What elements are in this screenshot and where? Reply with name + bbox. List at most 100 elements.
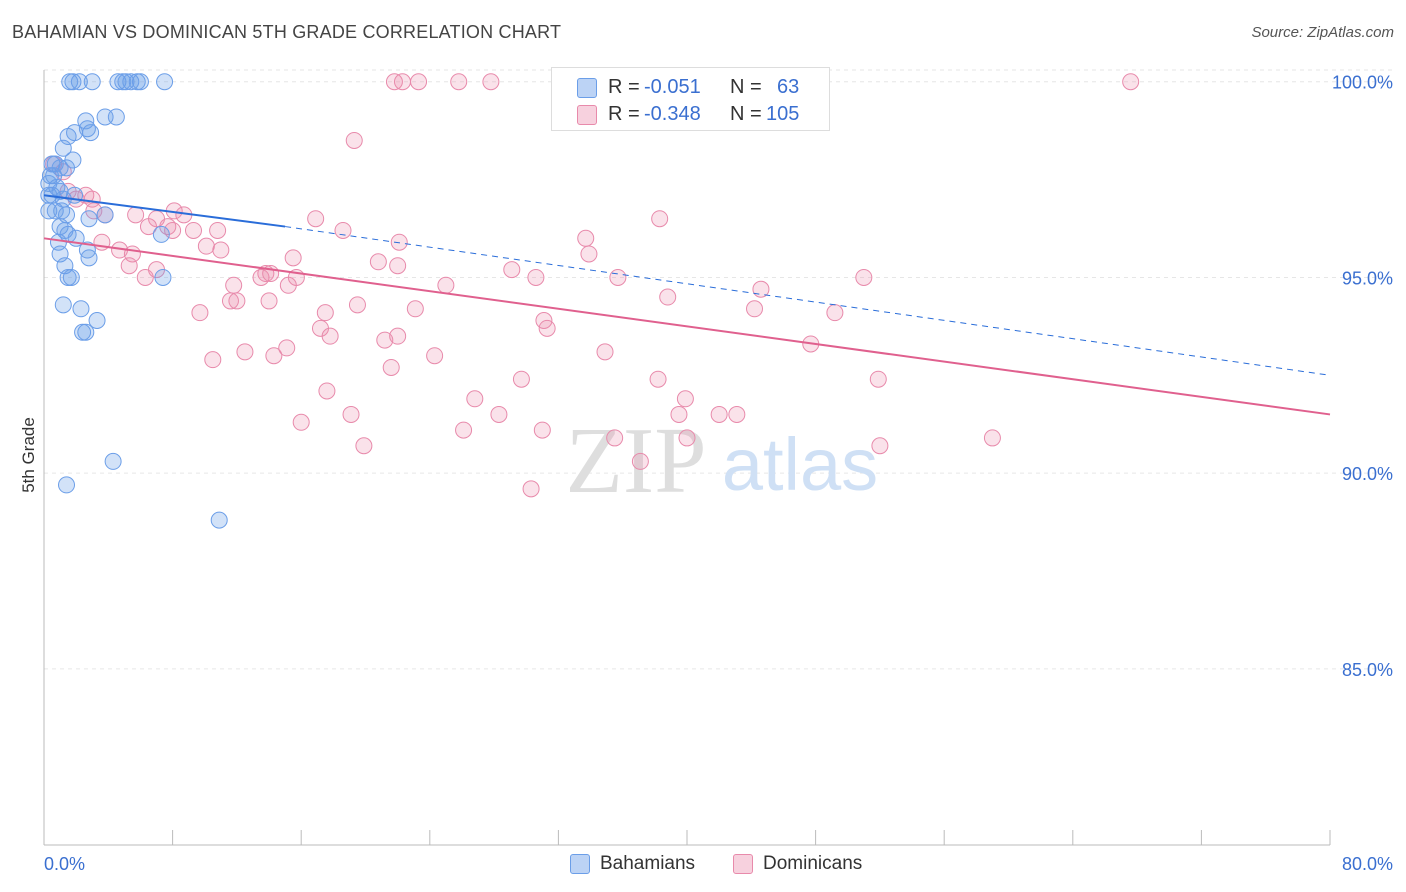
- dominicans-point: [393, 73, 411, 91]
- dominicans-point: [871, 437, 889, 455]
- bahamians-point: [54, 296, 72, 314]
- dominicans-point: [466, 390, 484, 408]
- legend-swatch-blue: [577, 78, 597, 98]
- dominicans-point: [334, 221, 352, 239]
- dominicans-point: [345, 131, 363, 149]
- bottom-legend-swatch-pink: [733, 854, 753, 874]
- y-tick-label: 85.0%: [1342, 660, 1393, 680]
- bahamians-point: [70, 73, 88, 91]
- bahamians-point: [77, 323, 95, 341]
- dominicans-point: [316, 304, 334, 322]
- dominicans-point: [164, 221, 182, 239]
- bahamians-point: [80, 210, 98, 228]
- zipatlas-watermark: ZIP atlas: [566, 409, 879, 513]
- dominicans-point: [533, 421, 551, 439]
- dominicans-point: [209, 221, 227, 239]
- dominicans-point: [348, 296, 366, 314]
- dominicans-point: [212, 241, 230, 259]
- dominicans-point: [676, 390, 694, 408]
- legend-n-label: N =: [730, 103, 762, 125]
- dominicans-point: [490, 405, 508, 423]
- dominicans-point: [606, 429, 624, 447]
- dominicans-point: [265, 347, 283, 365]
- dominicans-point: [389, 257, 407, 275]
- dominicans-point: [260, 292, 278, 310]
- legend-n-value: 63: [777, 76, 800, 98]
- correlation-legend: R = -0.051 N = 63 R = -0.348 N = 105: [551, 67, 830, 131]
- dominicans-point: [503, 261, 521, 279]
- dominicans-point: [278, 339, 296, 357]
- dominicans-point: [869, 370, 887, 388]
- bahamians-point: [88, 312, 106, 330]
- dominicans-point: [710, 405, 728, 423]
- dominicans-point: [318, 382, 336, 400]
- y-tick-label: 100.0%: [1332, 73, 1393, 93]
- dominicans-point: [376, 331, 394, 349]
- watermark-atlas: atlas: [722, 423, 878, 506]
- dominicans-point: [236, 343, 254, 361]
- bahamians-point: [104, 452, 122, 470]
- dominicans-point: [292, 413, 310, 431]
- legend-row-dominicans: R = -0.348 N = 105: [552, 99, 829, 129]
- dominicans-point: [225, 276, 243, 294]
- dominicans-point: [728, 405, 746, 423]
- y-tick-labels: 85.0% 90.0% 95.0% 100.0%: [1332, 73, 1393, 680]
- dominicans-point: [406, 300, 424, 318]
- bottom-legend-label: Bahamians: [600, 853, 696, 874]
- bottom-legend-swatch-blue: [570, 854, 590, 874]
- bahamians-points: [40, 73, 228, 529]
- dominicans-point: [855, 268, 873, 286]
- dominicans-point: [204, 351, 222, 369]
- dominicans-point: [522, 480, 540, 498]
- bottom-legend-label: Dominicans: [763, 853, 863, 874]
- bahamians-point: [46, 202, 64, 220]
- dominicans-point: [609, 268, 627, 286]
- axes: [43, 70, 1331, 846]
- dominicans-point: [382, 358, 400, 376]
- x-tick-label-min: 0.0%: [44, 854, 85, 874]
- dominicans-point: [1122, 73, 1140, 91]
- dominicans-point: [321, 327, 339, 345]
- dominicans-point: [355, 437, 373, 455]
- bahamians-point: [83, 73, 101, 91]
- dominicans-point: [191, 304, 209, 322]
- y-tick-label: 95.0%: [1342, 268, 1393, 288]
- dominicans-point: [983, 429, 1001, 447]
- dominicans-point: [136, 268, 154, 286]
- dominicans-point: [651, 210, 669, 228]
- dominicans-point: [184, 221, 202, 239]
- dominicans-point: [659, 288, 677, 306]
- trend-lines: [43, 194, 1331, 416]
- bahamians-point: [96, 206, 114, 224]
- bahamians-point: [131, 73, 149, 91]
- chart-title: BAHAMIAN VS DOMINICAN 5TH GRADE CORRELAT…: [12, 22, 562, 42]
- bahamians-point: [58, 476, 76, 494]
- x-tick-label-max: 80.0%: [1342, 854, 1393, 874]
- y-axis-label: 5th Grade: [19, 417, 38, 493]
- legend-r-label: R =: [608, 103, 640, 125]
- legend-n-label: N =: [730, 76, 762, 98]
- dominicans-point: [826, 304, 844, 322]
- dominicans-point: [527, 268, 545, 286]
- bahamians-point: [62, 268, 80, 286]
- dominicans-point: [649, 370, 667, 388]
- dominicans-point: [284, 249, 302, 267]
- legend-n-value: 105: [766, 103, 800, 125]
- bahamians-point: [54, 139, 72, 157]
- bahamians-point: [72, 300, 90, 318]
- dominicans-point: [390, 233, 408, 251]
- dominicans-point: [221, 292, 239, 310]
- bahamians-point: [156, 73, 174, 91]
- grid-lines: [44, 69, 1395, 670]
- dominicans-point: [426, 347, 444, 365]
- dominicans-point: [482, 73, 500, 91]
- legend-swatch-pink: [577, 105, 597, 125]
- dominicans-point: [369, 253, 387, 271]
- bahamians-point: [107, 108, 125, 126]
- dominicans-point: [455, 421, 473, 439]
- dominicans-point: [450, 73, 468, 91]
- dominicans-point: [120, 257, 138, 275]
- dominicans-point: [139, 218, 157, 236]
- bahamians-point: [82, 124, 100, 142]
